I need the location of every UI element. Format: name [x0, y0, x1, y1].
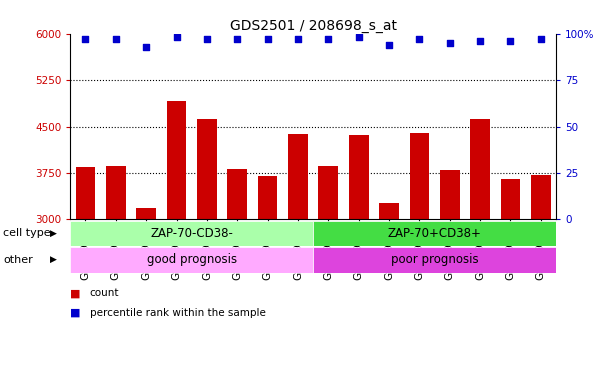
- Point: [81, 36, 90, 42]
- Bar: [470, 119, 490, 375]
- Bar: [136, 208, 156, 375]
- Text: ZAP-70-CD38-: ZAP-70-CD38-: [150, 227, 233, 240]
- Text: ■: ■: [70, 308, 81, 318]
- Bar: [76, 167, 95, 375]
- Point: [232, 36, 242, 42]
- Text: ■: ■: [70, 288, 81, 298]
- Bar: [531, 175, 551, 375]
- Bar: [258, 176, 277, 375]
- Point: [536, 36, 546, 42]
- Text: poor prognosis: poor prognosis: [391, 254, 478, 266]
- Text: ▶: ▶: [50, 229, 57, 238]
- Bar: [500, 178, 521, 375]
- Text: percentile rank within the sample: percentile rank within the sample: [90, 308, 266, 318]
- Bar: [349, 135, 368, 375]
- Point: [172, 34, 181, 40]
- Point: [445, 40, 455, 46]
- Point: [141, 44, 151, 50]
- Text: ▶: ▶: [50, 255, 57, 264]
- Bar: [167, 100, 186, 375]
- Bar: [379, 202, 399, 375]
- Bar: [70, 247, 313, 273]
- Title: GDS2501 / 208698_s_at: GDS2501 / 208698_s_at: [230, 19, 397, 33]
- Text: other: other: [3, 255, 33, 265]
- Bar: [106, 165, 126, 375]
- Bar: [313, 220, 556, 246]
- Text: count: count: [90, 288, 119, 298]
- Point: [475, 38, 485, 44]
- Text: cell type: cell type: [3, 228, 51, 238]
- Point: [384, 42, 394, 48]
- Point: [263, 36, 273, 42]
- Point: [354, 34, 364, 40]
- Bar: [70, 220, 313, 246]
- Point: [323, 36, 333, 42]
- Point: [293, 36, 303, 42]
- Point: [414, 36, 424, 42]
- Bar: [227, 169, 247, 375]
- Bar: [288, 134, 308, 375]
- Bar: [197, 119, 217, 375]
- Point: [505, 38, 515, 44]
- Text: ZAP-70+CD38+: ZAP-70+CD38+: [387, 227, 481, 240]
- Point: [111, 36, 121, 42]
- Bar: [313, 247, 556, 273]
- Bar: [318, 166, 338, 375]
- Bar: [409, 133, 430, 375]
- Bar: [440, 170, 459, 375]
- Text: good prognosis: good prognosis: [147, 254, 237, 266]
- Point: [202, 36, 212, 42]
